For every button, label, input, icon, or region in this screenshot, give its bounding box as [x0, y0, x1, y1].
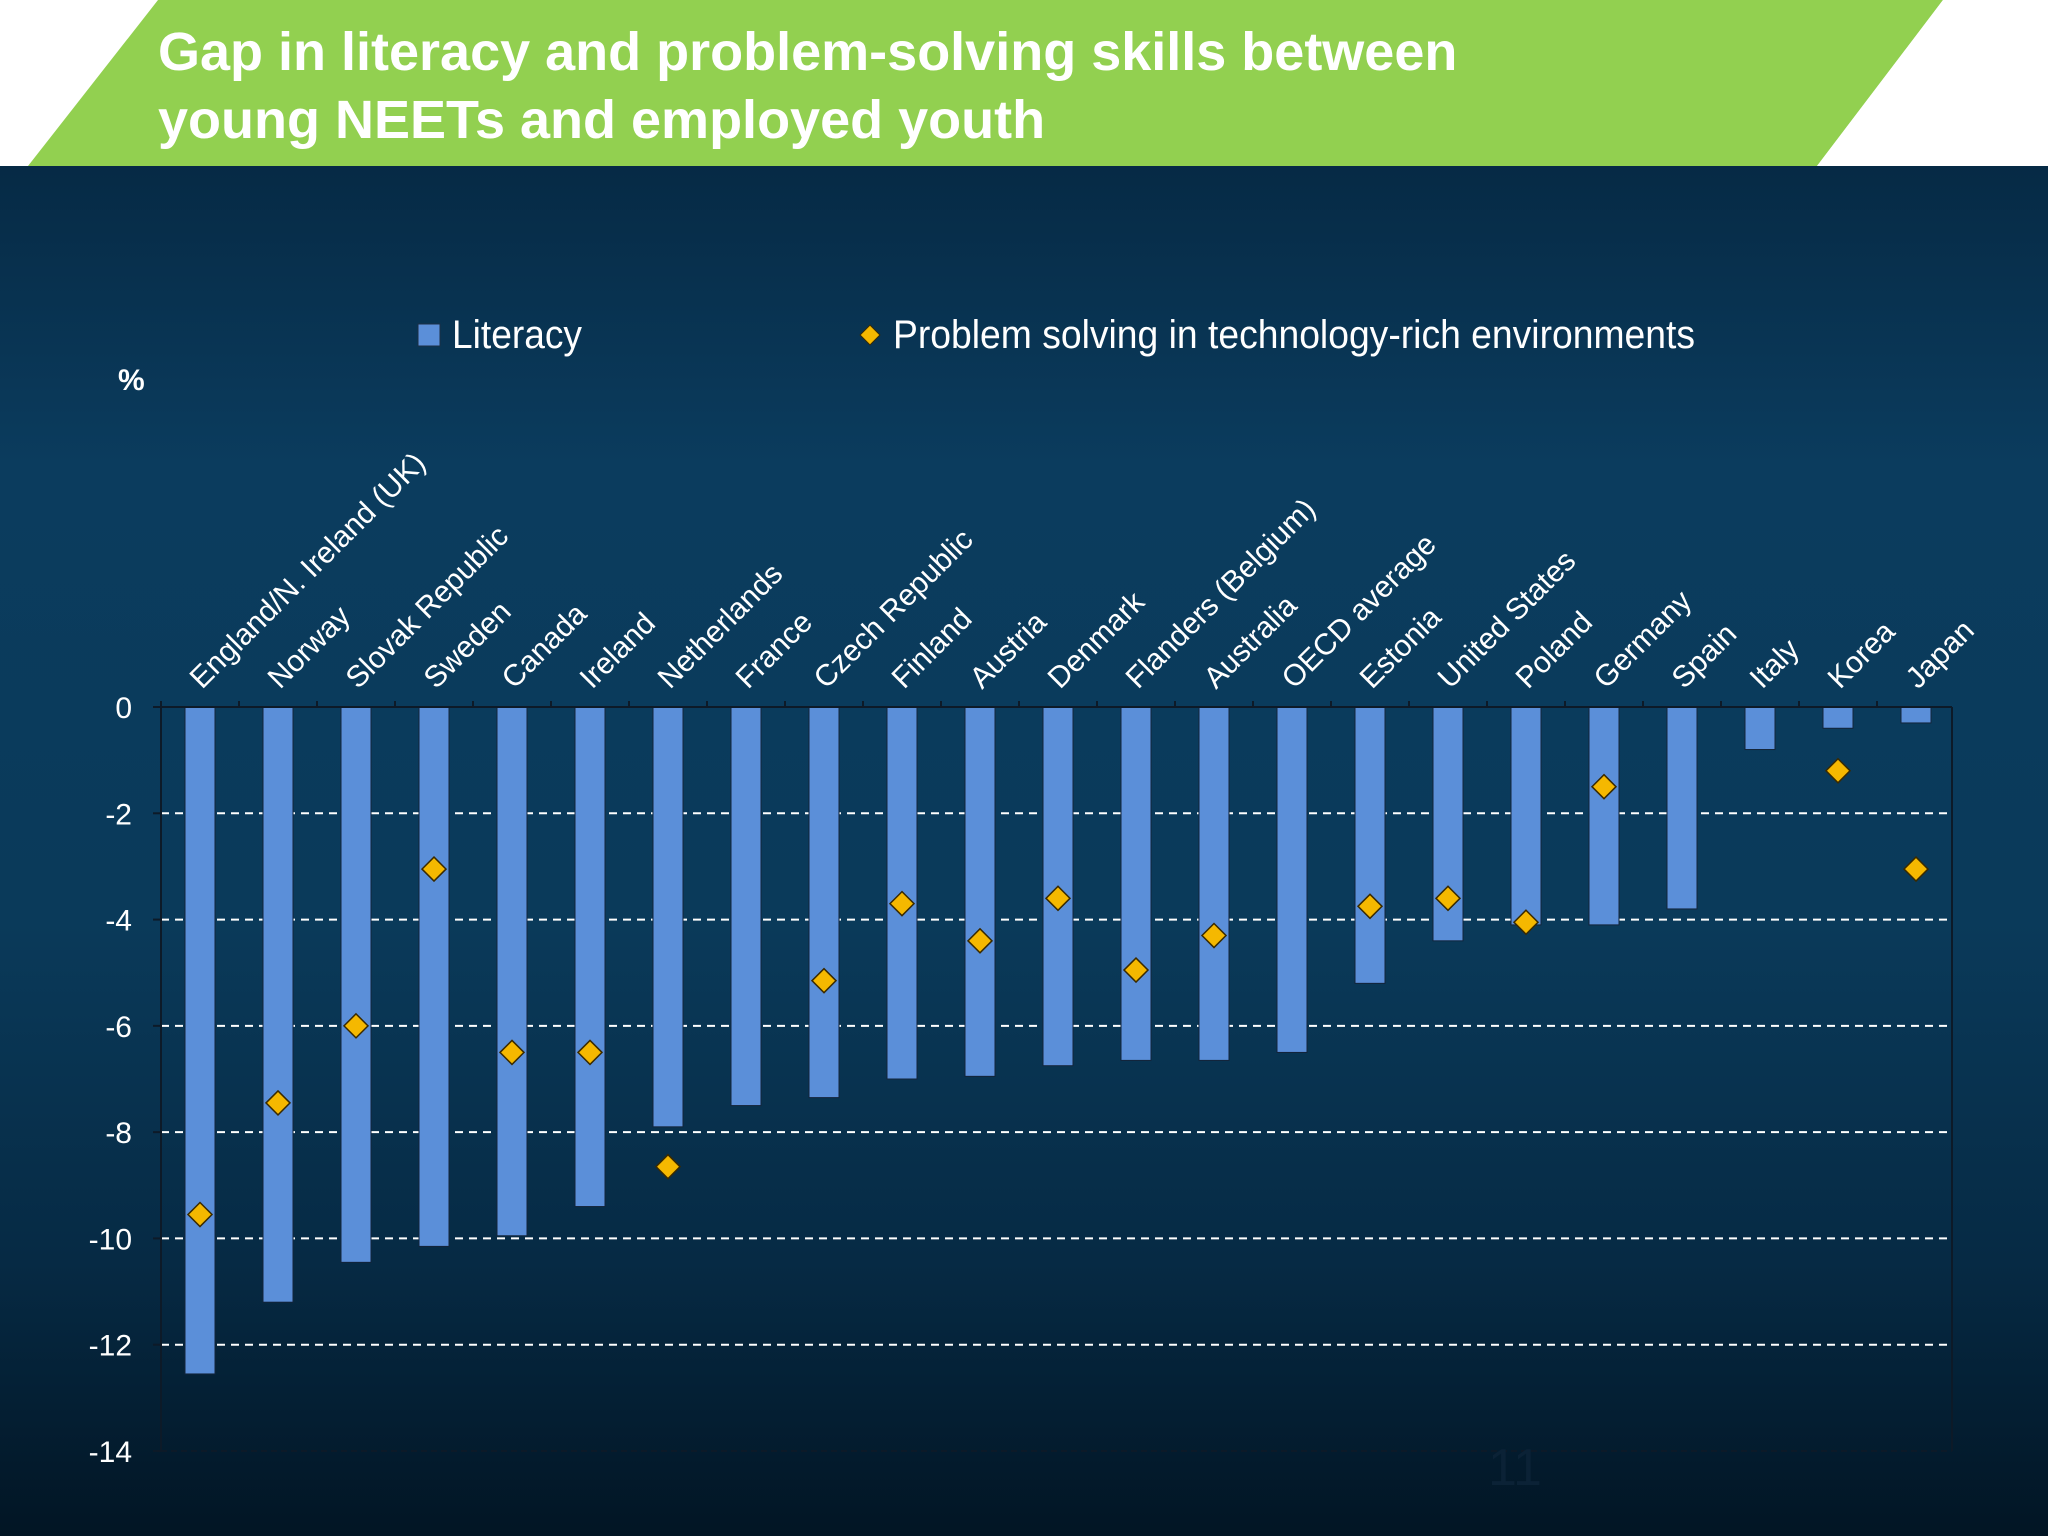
title-line-1: Gap in literacy and problem-solving skil… — [158, 22, 1458, 82]
literacy-bar — [1666, 706, 1698, 910]
literacy-bar — [1354, 706, 1386, 984]
banner-left-white — [0, 0, 158, 166]
legend-problem-solving-label: Problem solving in technology-rich envir… — [893, 313, 1695, 357]
literacy-bar — [1744, 706, 1776, 751]
literacy-bar — [808, 706, 840, 1099]
problem-solving-marker — [654, 1153, 682, 1180]
problem-solving-marker — [1122, 956, 1150, 984]
y-tick-label: -6 — [105, 1011, 132, 1044]
title-banner — [0, 0, 2048, 166]
problem-solving-marker — [966, 927, 994, 954]
problem-solving-marker — [1434, 885, 1462, 912]
gridlines — [161, 812, 1952, 1346]
literacy-bar — [730, 706, 762, 1107]
y-tick-label: -4 — [105, 905, 132, 938]
page-number: 11 — [1488, 1439, 1542, 1497]
literacy-bar — [1276, 706, 1308, 1053]
problem-solving-marker — [1200, 922, 1228, 949]
y-tick-label: -2 — [105, 798, 132, 831]
literacy-bar — [1510, 706, 1542, 926]
y-tick-labels: 0 -2 -4 -6 -8 -10 -12 -14 — [89, 692, 132, 1469]
legend: Literacy Problem solving in technology-r… — [417, 313, 1695, 357]
legend-problem-solving-marker — [859, 324, 881, 346]
title-line-2: young NEETs and employed youth — [158, 90, 1046, 150]
banner-green — [28, 0, 1943, 166]
problem-solving-marker — [498, 1039, 526, 1066]
literacy-bar — [1120, 706, 1152, 1061]
category-label: Japan — [1900, 614, 1981, 695]
literacy-bar — [496, 706, 528, 1237]
legend-literacy-swatch — [417, 323, 441, 347]
literacy-bar — [340, 706, 372, 1263]
problem-solving-marker — [186, 1201, 214, 1228]
legend-literacy-label: Literacy — [452, 313, 582, 357]
problem-solving-marker — [1356, 893, 1384, 920]
literacy-bar — [418, 706, 450, 1247]
problem-solving-marker — [420, 856, 448, 883]
literacy-bar — [1900, 706, 1932, 724]
y-tick-label: -12 — [89, 1330, 132, 1363]
category-label: Korea — [1822, 615, 1902, 695]
problem-solving-marker — [1590, 773, 1618, 800]
y-tick-label: 0 — [115, 692, 132, 725]
literacy-bar — [1588, 706, 1620, 926]
literacy-bar — [574, 706, 606, 1208]
axes — [153, 701, 1953, 1452]
banner-right-white — [1817, 0, 2048, 166]
problem-solving-marker — [810, 967, 838, 994]
problem-solving-marker — [1044, 885, 1072, 912]
problem-solving-marker — [264, 1089, 292, 1116]
chart-title: Gap in literacy and problem-solving skil… — [158, 18, 1658, 154]
y-axis-unit-label: % — [118, 364, 145, 397]
literacy-bar — [262, 706, 294, 1303]
category-label: United States — [1432, 544, 1583, 695]
problem-solving-marker — [1512, 909, 1540, 936]
problem-solving-marker — [576, 1039, 604, 1066]
problem-solving-marker — [1902, 856, 1930, 883]
category-label: Spain — [1666, 617, 1744, 695]
problem-solving-marker — [1824, 757, 1852, 784]
problem-solving-markers — [186, 757, 1930, 1228]
literacy-bars — [184, 706, 1932, 1375]
literacy-bar — [964, 706, 996, 1077]
literacy-bar — [184, 706, 216, 1375]
category-label: Italy — [1744, 633, 1806, 695]
y-tick-label: -8 — [105, 1117, 132, 1150]
literacy-bar — [1822, 706, 1854, 729]
literacy-bar — [652, 706, 684, 1128]
y-tick-label: -10 — [89, 1223, 132, 1256]
y-tick-label: -14 — [89, 1436, 132, 1469]
category-label: Austria — [964, 605, 1054, 695]
problem-solving-marker — [342, 1012, 370, 1039]
literacy-bar — [1198, 706, 1230, 1061]
problem-solving-marker — [888, 890, 916, 917]
